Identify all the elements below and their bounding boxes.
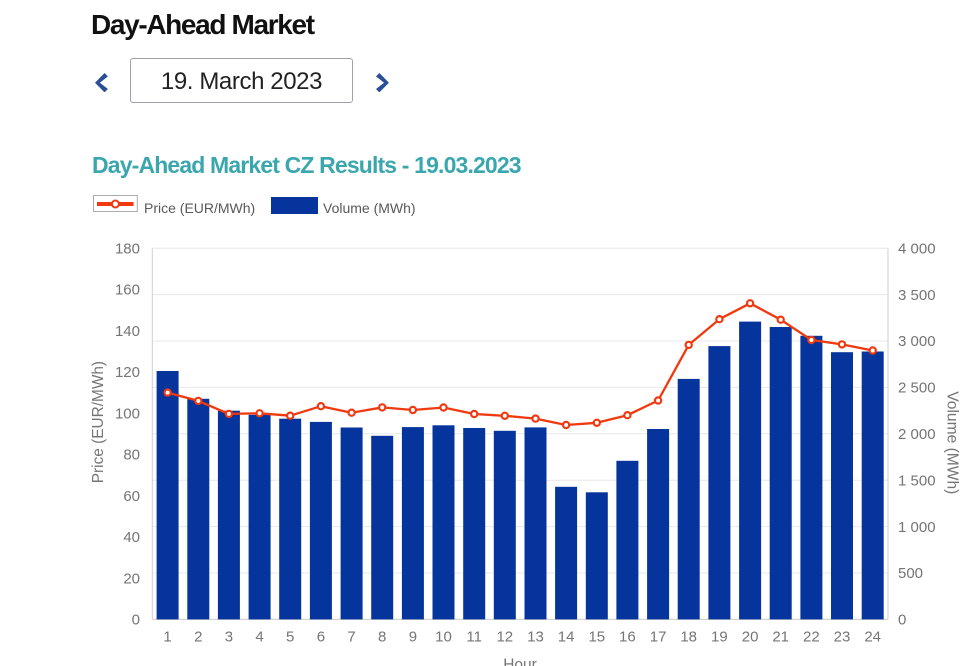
svg-text:4 000: 4 000 <box>898 240 936 257</box>
svg-text:14: 14 <box>558 629 575 646</box>
svg-text:Volume (MWh): Volume (MWh) <box>944 391 961 494</box>
svg-text:3 500: 3 500 <box>898 287 936 304</box>
svg-text:22: 22 <box>803 629 820 646</box>
svg-text:20: 20 <box>123 570 140 587</box>
svg-text:40: 40 <box>123 529 140 546</box>
svg-text:2: 2 <box>194 629 202 646</box>
svg-text:2 000: 2 000 <box>898 426 936 443</box>
svg-text:2 500: 2 500 <box>898 380 936 397</box>
svg-text:180: 180 <box>115 240 140 257</box>
svg-text:1: 1 <box>163 629 171 646</box>
svg-text:15: 15 <box>588 629 605 646</box>
svg-text:1 000: 1 000 <box>898 519 936 536</box>
svg-text:120: 120 <box>115 364 140 381</box>
svg-text:500: 500 <box>898 565 923 582</box>
svg-text:0: 0 <box>898 612 906 629</box>
svg-text:13: 13 <box>527 629 544 646</box>
svg-text:21: 21 <box>772 629 789 646</box>
svg-text:9: 9 <box>409 629 417 646</box>
svg-text:24: 24 <box>864 629 881 646</box>
svg-text:3: 3 <box>225 629 233 646</box>
svg-text:10: 10 <box>435 629 452 646</box>
svg-text:80: 80 <box>123 447 140 464</box>
svg-text:3 000: 3 000 <box>898 333 936 350</box>
svg-text:20: 20 <box>742 629 759 646</box>
svg-text:17: 17 <box>650 629 667 646</box>
svg-text:19: 19 <box>711 629 728 646</box>
svg-text:Hour: Hour <box>503 656 537 666</box>
svg-text:6: 6 <box>317 629 325 646</box>
svg-text:7: 7 <box>347 629 355 646</box>
svg-text:100: 100 <box>115 405 140 422</box>
svg-text:60: 60 <box>123 488 140 505</box>
svg-text:8: 8 <box>378 629 386 646</box>
svg-text:11: 11 <box>466 629 482 646</box>
svg-text:18: 18 <box>680 629 697 646</box>
svg-text:1 500: 1 500 <box>898 472 936 489</box>
svg-text:12: 12 <box>496 629 513 646</box>
svg-text:160: 160 <box>115 282 140 299</box>
svg-text:4: 4 <box>255 629 263 646</box>
svg-text:23: 23 <box>834 629 851 646</box>
svg-text:Price (EUR/MWh): Price (EUR/MWh) <box>90 361 107 483</box>
svg-text:16: 16 <box>619 629 636 646</box>
svg-text:140: 140 <box>115 323 140 340</box>
svg-text:0: 0 <box>132 612 140 629</box>
svg-text:5: 5 <box>286 629 294 646</box>
